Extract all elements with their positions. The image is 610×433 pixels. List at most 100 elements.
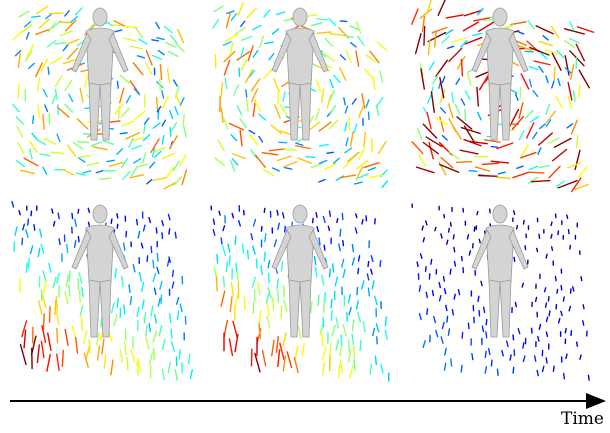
vector	[418, 312, 422, 321]
vector	[234, 333, 239, 353]
vector	[11, 200, 15, 208]
vector	[455, 77, 461, 85]
human-figure	[271, 204, 329, 338]
vector	[218, 210, 221, 216]
vector	[488, 208, 491, 214]
vector	[122, 242, 126, 251]
vector	[230, 281, 234, 297]
vector	[136, 319, 139, 332]
vector	[321, 346, 327, 361]
vector	[574, 183, 589, 191]
vector	[178, 349, 181, 360]
vector	[277, 349, 281, 368]
vector	[545, 110, 556, 124]
vector	[78, 272, 83, 284]
vector	[181, 169, 188, 186]
vector	[527, 19, 535, 30]
vector	[129, 45, 143, 50]
vector	[250, 149, 258, 160]
vector	[517, 44, 533, 51]
vector	[276, 209, 279, 216]
vector	[179, 303, 183, 313]
vector	[431, 289, 435, 297]
vector	[277, 289, 280, 303]
vector	[433, 31, 437, 48]
vector	[169, 313, 172, 324]
vector	[339, 67, 347, 82]
vector	[538, 65, 544, 73]
vector	[316, 31, 332, 35]
vector	[25, 262, 28, 273]
vector	[252, 24, 262, 31]
vector	[481, 162, 500, 166]
vector	[167, 213, 171, 221]
vector	[322, 215, 326, 224]
vector	[276, 155, 292, 162]
vector	[135, 218, 139, 226]
vector	[64, 103, 74, 113]
vector	[163, 25, 173, 34]
vector	[461, 331, 464, 339]
vector	[543, 287, 547, 293]
vector	[282, 161, 298, 168]
vector	[114, 267, 118, 279]
vector	[145, 62, 153, 75]
vector	[220, 107, 224, 123]
vector	[145, 324, 148, 337]
vector	[363, 161, 380, 169]
arm-right	[108, 229, 129, 270]
vector	[23, 157, 39, 167]
vector	[528, 78, 533, 88]
vector	[517, 327, 521, 335]
vector	[282, 355, 287, 372]
vector	[264, 233, 267, 243]
vector	[345, 49, 352, 63]
vector	[21, 237, 24, 246]
vector	[271, 339, 275, 357]
vector	[356, 159, 369, 170]
vector	[321, 361, 326, 376]
vector	[459, 149, 479, 155]
vector	[456, 116, 473, 130]
vector	[481, 325, 485, 333]
vector	[323, 244, 326, 251]
vector	[422, 237, 425, 243]
vector	[555, 96, 564, 109]
vector	[40, 243, 45, 254]
vector	[250, 78, 261, 92]
vector	[168, 228, 171, 235]
vector	[271, 167, 280, 172]
vector	[122, 37, 137, 42]
vector	[77, 208, 80, 214]
vector	[347, 151, 360, 163]
vector	[353, 359, 356, 371]
vector	[545, 119, 552, 127]
vector	[359, 339, 362, 351]
vector	[152, 259, 155, 269]
vector	[138, 38, 148, 45]
vector	[268, 52, 275, 61]
vector	[455, 160, 473, 164]
arm-right	[508, 229, 529, 270]
vector	[361, 218, 364, 225]
vector	[369, 363, 373, 375]
vector	[513, 256, 516, 263]
panel	[210, 204, 390, 382]
vector	[274, 104, 281, 119]
vector	[81, 286, 84, 298]
vector	[440, 107, 447, 114]
vector	[545, 331, 549, 338]
vector	[512, 115, 524, 130]
vector	[286, 351, 293, 369]
vector	[315, 211, 318, 218]
vector	[64, 328, 69, 346]
vector	[232, 320, 238, 339]
vector	[333, 74, 341, 83]
vector	[248, 129, 256, 135]
vector	[27, 257, 30, 269]
vector	[532, 90, 539, 98]
vector	[464, 36, 483, 45]
vector	[566, 123, 574, 129]
vector	[360, 280, 365, 290]
head	[492, 204, 508, 224]
